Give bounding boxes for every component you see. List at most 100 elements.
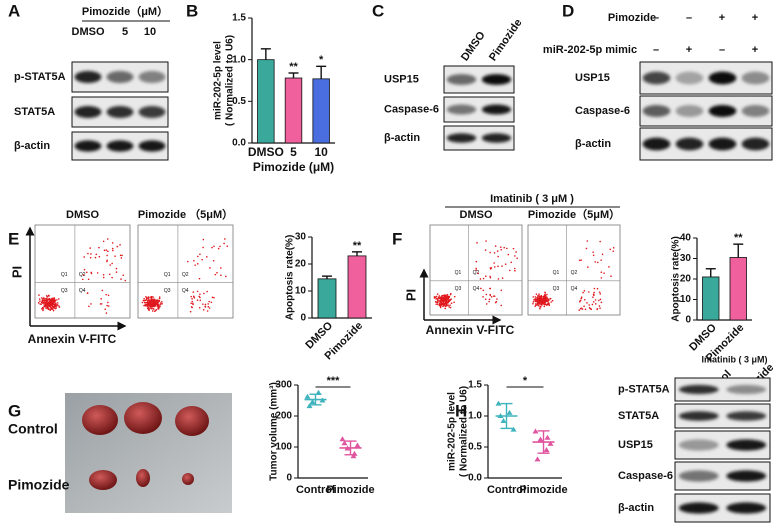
blot-band	[138, 71, 166, 83]
flow-event	[150, 299, 153, 302]
data-point	[534, 456, 541, 462]
flow-event	[506, 247, 508, 250]
flow-event	[596, 287, 599, 290]
flow-event	[191, 298, 193, 300]
flow-event	[500, 304, 502, 307]
flow-event	[434, 300, 437, 303]
flow-event	[147, 297, 150, 300]
flow-event	[588, 304, 590, 306]
flow-event	[594, 303, 597, 305]
significance: *	[319, 54, 324, 66]
flow-event	[107, 305, 110, 307]
flow-event	[141, 301, 144, 304]
flow-event	[441, 295, 443, 298]
flow-event	[119, 254, 122, 257]
bar	[284, 77, 303, 144]
flow-event	[82, 274, 85, 276]
flow-event	[534, 299, 537, 302]
flow-event	[594, 299, 597, 301]
flow-event	[493, 252, 496, 254]
flow-event	[151, 299, 154, 302]
flow-event	[47, 308, 50, 310]
flow-event	[149, 296, 152, 299]
flow-event	[205, 256, 208, 258]
flow-event	[39, 300, 41, 303]
quadrant-label: Q4	[79, 288, 86, 294]
flow-event	[40, 297, 43, 299]
panel-label: H	[455, 401, 467, 420]
x-axis-label: Imatinib ( 3 μM)	[701, 354, 767, 364]
blot-strip	[674, 377, 771, 402]
flow-event	[46, 299, 48, 301]
flow-event	[583, 305, 585, 307]
flow-event	[475, 260, 478, 263]
flow-event	[494, 245, 497, 247]
data-point	[500, 417, 507, 423]
blot-band	[446, 104, 477, 115]
flow-event	[187, 260, 189, 263]
flow-event	[442, 305, 444, 308]
tumor	[182, 473, 194, 485]
flow-event	[438, 295, 441, 297]
flow-event	[81, 278, 84, 281]
flow-event	[212, 259, 215, 262]
flow-event	[57, 298, 60, 300]
panel-label: A	[8, 1, 20, 20]
flow-event	[48, 302, 50, 305]
flow-event	[612, 250, 615, 252]
flow-event	[98, 255, 101, 258]
quadrant-label: Q2	[79, 272, 86, 278]
flow-event	[211, 296, 214, 299]
panel-label: G	[8, 401, 21, 420]
flow-event	[592, 251, 594, 253]
blot-band	[708, 105, 737, 117]
flow-event	[593, 291, 595, 294]
flow-event	[94, 256, 97, 259]
flow-event	[101, 289, 104, 292]
flow-event	[512, 247, 515, 250]
flow-event	[489, 251, 491, 254]
flow-event	[154, 301, 156, 303]
flow-event	[147, 306, 150, 309]
flow-event	[475, 267, 477, 270]
flow-event	[39, 303, 41, 305]
flow-event	[497, 255, 499, 258]
blot-band	[106, 140, 134, 152]
flow-event	[578, 301, 581, 303]
flow-event	[122, 274, 125, 276]
flow-event	[158, 304, 160, 307]
flow-event	[596, 308, 598, 311]
x-tick-label: Pimozide	[326, 484, 374, 496]
flow-event	[161, 302, 163, 305]
flow-event	[116, 245, 119, 248]
flow-event	[438, 297, 440, 300]
flow-event	[58, 305, 60, 307]
flow-event	[41, 300, 44, 303]
flow-event	[544, 291, 546, 294]
flow-event	[598, 291, 601, 293]
flow-event	[544, 303, 547, 306]
y-axis-label: Apoptosis rate(%)	[671, 236, 682, 322]
flow-event	[586, 302, 588, 304]
flow-event	[50, 303, 53, 306]
x-tick-label: Control	[296, 484, 335, 496]
bar	[312, 78, 330, 144]
flow-event	[147, 307, 149, 310]
blot-row-label: Caspase-6	[618, 470, 673, 482]
flow-event	[192, 291, 195, 293]
flow-event	[437, 300, 439, 303]
flow-event	[495, 300, 498, 303]
flow-event	[46, 302, 49, 304]
flow-event	[47, 294, 50, 297]
flow-event	[51, 305, 54, 308]
flow-event	[41, 306, 44, 309]
blot-band	[678, 439, 719, 451]
condition-sign: –	[653, 44, 659, 56]
flow-event	[87, 278, 90, 281]
y-tick-label: 200	[275, 411, 292, 422]
flow-event	[477, 272, 479, 275]
flow-event	[610, 275, 612, 277]
flow-event	[540, 298, 543, 300]
blot-band	[481, 133, 512, 143]
flow-event	[449, 304, 451, 306]
